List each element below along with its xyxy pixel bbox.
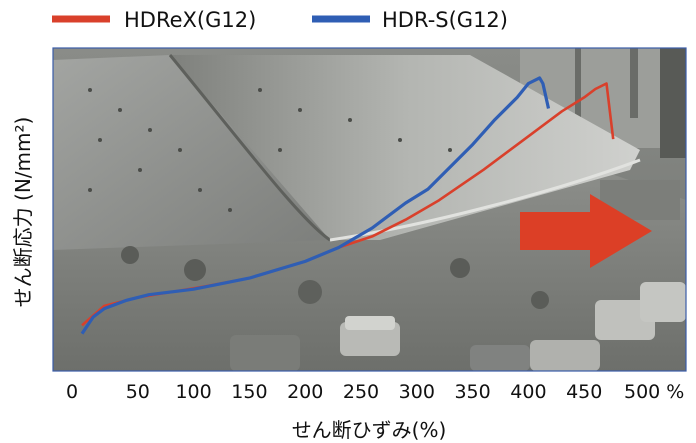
x-axis-label: せん断ひずみ(%) (292, 418, 447, 442)
x-tick-label: 350 (454, 381, 490, 403)
legend-label-hdrex: HDReX(G12) (124, 8, 256, 32)
x-tick-label: 100 (175, 381, 211, 403)
x-tick-label: 150 (231, 381, 267, 403)
legend-label-hdr-s: HDR-S(G12) (382, 8, 508, 32)
x-tick-label: 300 (399, 381, 435, 403)
photo-background (53, 48, 686, 371)
x-tick-label: 50 (126, 381, 150, 403)
y-axis-label: せん断応力 (N/mm²) (11, 117, 35, 308)
right-arrow-icon (520, 194, 652, 268)
x-tick-label: 400 (510, 381, 546, 403)
x-tick-label: 450 (566, 381, 602, 403)
x-tick-label: 200 (287, 381, 323, 403)
x-tick-label: 250 (343, 381, 379, 403)
x-tick-label: 0 (66, 381, 78, 403)
x-tick-label: 500 % (624, 381, 684, 403)
series-line-hdr-s (80, 76, 551, 335)
plot-frame (52, 47, 687, 372)
legend: HDReX(G12) HDR-S(G12) (52, 8, 508, 32)
